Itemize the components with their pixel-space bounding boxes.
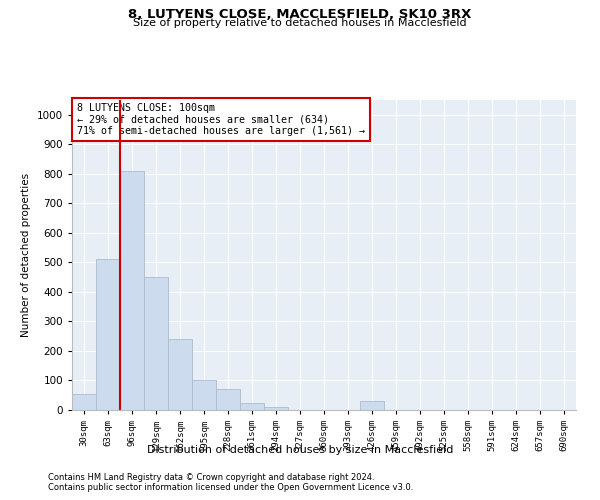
Bar xyxy=(264,407,288,410)
Bar xyxy=(72,394,96,410)
Text: Contains HM Land Registry data © Crown copyright and database right 2024.: Contains HM Land Registry data © Crown c… xyxy=(48,472,374,482)
Bar xyxy=(360,401,384,410)
Text: Contains public sector information licensed under the Open Government Licence v3: Contains public sector information licen… xyxy=(48,482,413,492)
Text: Size of property relative to detached houses in Macclesfield: Size of property relative to detached ho… xyxy=(133,18,467,28)
Y-axis label: Number of detached properties: Number of detached properties xyxy=(21,173,31,337)
Text: 8, LUTYENS CLOSE, MACCLESFIELD, SK10 3RX: 8, LUTYENS CLOSE, MACCLESFIELD, SK10 3RX xyxy=(128,8,472,20)
Bar xyxy=(144,277,168,410)
Bar xyxy=(120,171,144,410)
Text: 8 LUTYENS CLOSE: 100sqm
← 29% of detached houses are smaller (634)
71% of semi-d: 8 LUTYENS CLOSE: 100sqm ← 29% of detache… xyxy=(77,103,365,136)
Bar xyxy=(240,402,264,410)
Bar xyxy=(216,390,240,410)
Text: Distribution of detached houses by size in Macclesfield: Distribution of detached houses by size … xyxy=(147,445,453,455)
Bar xyxy=(96,260,120,410)
Bar xyxy=(168,339,192,410)
Bar xyxy=(192,380,216,410)
